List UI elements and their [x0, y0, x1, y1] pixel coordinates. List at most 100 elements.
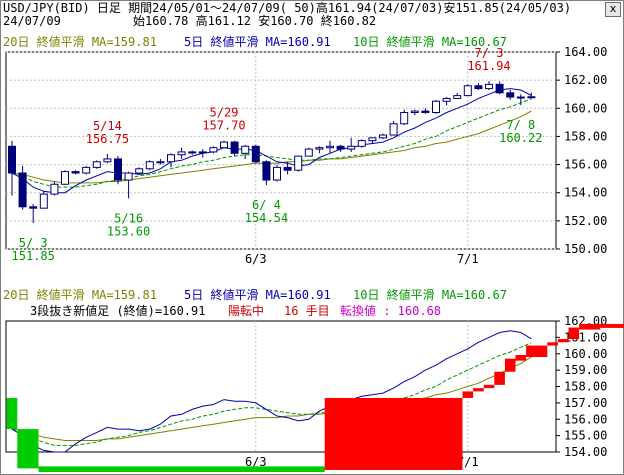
top-ma5-line [11, 88, 532, 194]
brick-up [515, 355, 527, 361]
candle [167, 153, 175, 168]
top-ma10-line [11, 98, 532, 188]
candle [230, 140, 239, 157]
candle-body [177, 151, 186, 156]
bottom-ytick-label: 154.00 [564, 445, 607, 459]
candle-body [527, 96, 536, 99]
bottom-xtick-label: 6/3 [245, 455, 267, 469]
annotation-high-value: 161.94 [467, 59, 510, 73]
candle [71, 170, 80, 175]
bottom-status-count: 16 手目 [284, 304, 330, 318]
header-title: USD/JPY(BID) 日足 期間24/05/01～24/07/09( 50)… [3, 1, 572, 15]
candle [241, 144, 250, 159]
candle [336, 144, 345, 152]
candle-body [61, 171, 69, 185]
candle-body [357, 140, 366, 147]
brick-up [462, 391, 474, 398]
candle [198, 149, 207, 158]
candle [463, 84, 472, 97]
top-xtick-label: 7/1 [457, 252, 479, 266]
annotation-low-date: 5/ 3 [19, 236, 48, 250]
candle-body [92, 161, 101, 168]
candle [262, 160, 271, 186]
header-ohlc: 24/07/09 始160.78 高161.12 安160.70 終160.82 [3, 14, 377, 28]
candle-body [241, 145, 250, 154]
candle-body [495, 83, 504, 94]
top-ma20-line [11, 110, 532, 184]
candle [82, 165, 91, 175]
annotation-high-date: 5/14 [93, 119, 122, 133]
candle-body [230, 141, 239, 154]
annotation-high-value: 157.70 [202, 119, 245, 133]
annotation-low-date: 6/ 4 [252, 198, 281, 212]
candle [516, 94, 525, 106]
candle [453, 92, 462, 99]
brick-up [557, 339, 569, 343]
candle [485, 80, 493, 90]
candle-body [347, 145, 356, 150]
close-button[interactable]: x [605, 2, 621, 17]
candle [188, 150, 197, 155]
candle [114, 156, 122, 185]
candle [50, 181, 59, 196]
candle-body [379, 134, 387, 139]
annotation-high-date: 5/29 [210, 106, 239, 120]
candle-body [410, 110, 419, 114]
annotation-high-date: 7/ 3 [475, 46, 504, 60]
candle-body [251, 145, 260, 163]
candle [506, 89, 515, 100]
candle [389, 120, 398, 136]
candle-body [103, 158, 112, 163]
top-ytick-label: 156.00 [564, 158, 607, 172]
candle-body [400, 112, 409, 125]
candle-body [421, 110, 430, 114]
brick-down [38, 466, 325, 473]
candle-body [167, 154, 175, 163]
bottom-plot-area [5, 320, 557, 453]
candle-body [135, 168, 144, 174]
bottom-ytick-label: 157.00 [564, 396, 607, 410]
bottom-ytick-label: 159.00 [564, 363, 607, 377]
brick-up [504, 358, 516, 372]
candle [92, 160, 101, 169]
candle [294, 155, 303, 172]
bottom-ma10-line [11, 342, 532, 446]
candle-body [516, 96, 525, 99]
annotation-low-value: 160.22 [499, 131, 542, 145]
bottom-status-prefix: 3段抜き新値足 (終値)=160.91 [30, 304, 206, 318]
candle-body [29, 206, 38, 209]
candle [368, 137, 377, 144]
candle-body [220, 141, 228, 149]
candle-body [50, 183, 59, 195]
candle [357, 139, 366, 148]
candle [103, 154, 112, 164]
candle-body [198, 151, 207, 154]
brick-up [579, 323, 601, 330]
candle-body [8, 145, 16, 174]
annotation-low-date: 7/ 8 [506, 118, 535, 132]
candle-body [262, 161, 271, 181]
candle [432, 99, 440, 114]
candle-body [442, 97, 451, 102]
candle-body [156, 161, 165, 164]
candle-body [432, 100, 440, 114]
candle-body [304, 148, 313, 157]
top-legend-ma5: 5日 終値平滑 MA=160.91 [184, 35, 331, 49]
brick-up [526, 345, 548, 358]
bottom-ma5-line [11, 330, 532, 453]
candle-body [124, 172, 133, 181]
candle-body [145, 161, 154, 170]
candle [315, 146, 324, 154]
candle [347, 137, 356, 152]
brick-up [324, 397, 463, 471]
brick-up [600, 323, 624, 328]
candle [135, 167, 144, 175]
candle-body [294, 155, 303, 171]
candle [495, 81, 504, 95]
top-ytick-label: 158.00 [564, 129, 607, 143]
top-legend-ma10: 10日 終値平滑 MA=160.67 [353, 35, 507, 49]
candle-body [474, 85, 483, 90]
candle [400, 109, 409, 126]
top-ytick-label: 150.00 [564, 242, 607, 256]
